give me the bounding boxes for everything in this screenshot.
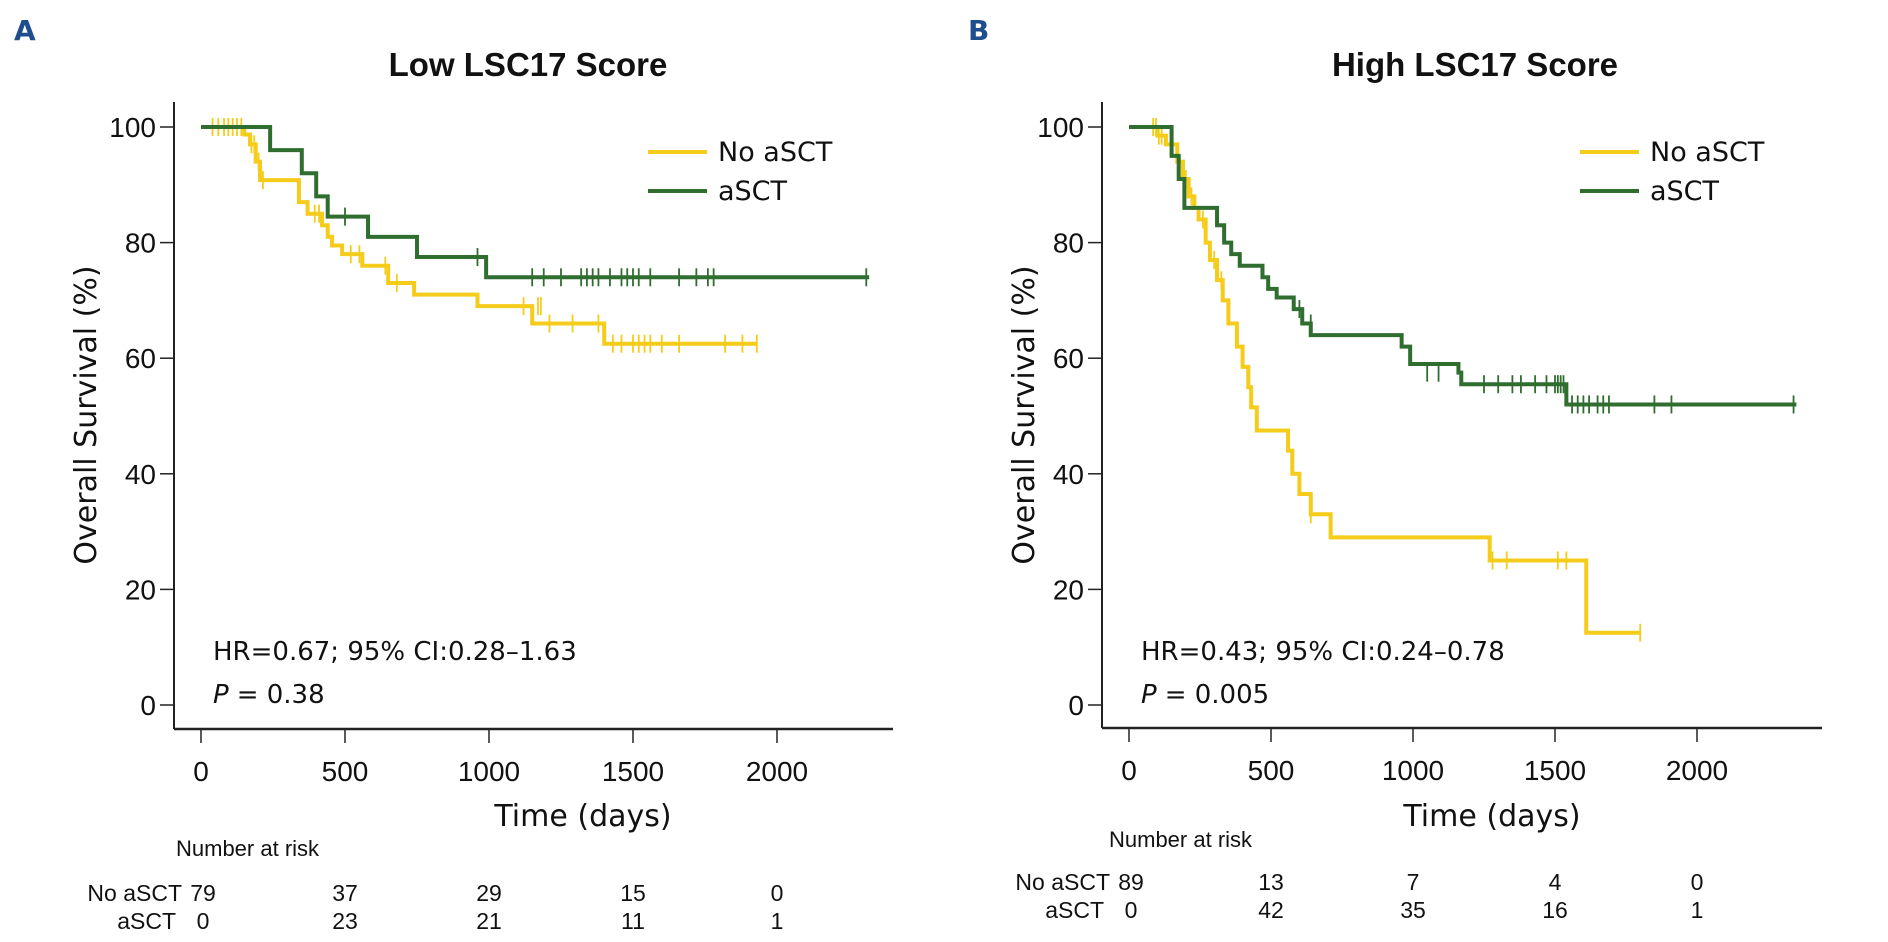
- panel-letter-a: A: [14, 14, 36, 47]
- y-tick-label-b: 100: [1037, 112, 1084, 143]
- p-value-b: P = 0.005: [1141, 680, 1269, 710]
- risk-table-heading-a: Number at risk: [176, 836, 320, 861]
- panel-letter-b: B: [968, 14, 989, 47]
- x-tick-label-a: 0: [193, 756, 209, 787]
- y-tick-label-a: 40: [125, 459, 156, 490]
- x-tick-label-a: 500: [322, 756, 369, 787]
- risk-table-heading-b: Number at risk: [1109, 827, 1253, 852]
- x-tick-label-a: 1000: [458, 756, 520, 787]
- x-axis-title-a: Time (days): [493, 799, 671, 834]
- p-label-b: P: [1141, 680, 1157, 710]
- p-value-a: P = 0.38: [213, 680, 325, 710]
- x-tick-label-b: 0: [1121, 755, 1137, 786]
- p-value-text-b: = 0.005: [1165, 680, 1269, 710]
- risk-row-label-a-asct: aSCT: [117, 908, 176, 934]
- risk-value-a: 23: [332, 908, 358, 934]
- risk-value-b: 16: [1542, 897, 1568, 923]
- risk-value-b: 4: [1549, 869, 1562, 895]
- y-axis-title-b: Overall Survival (%): [1007, 265, 1042, 564]
- x-tick-label-b: 2000: [1666, 755, 1728, 786]
- risk-value-b: 42: [1258, 897, 1284, 923]
- x-tick-label-a: 2000: [746, 756, 808, 787]
- km-curve-a-no-asct: [201, 125, 757, 346]
- legend-label-a-no-asct: No aSCT: [718, 137, 833, 168]
- x-tick-label-b: 500: [1248, 755, 1295, 786]
- y-tick-label-a: 0: [140, 690, 156, 721]
- risk-value-b: 89: [1118, 869, 1144, 895]
- risk-value-b: 35: [1400, 897, 1426, 923]
- chart-title-b: High LSC17 Score: [1332, 46, 1618, 83]
- y-tick-label-a: 60: [125, 343, 156, 374]
- p-value-text-a: = 0.38: [237, 680, 325, 710]
- risk-value-a: 11: [621, 908, 645, 934]
- risk-value-a: 0: [771, 880, 784, 906]
- risk-value-a: 15: [620, 880, 646, 906]
- legend-label-b-asct: aSCT: [1650, 176, 1720, 207]
- y-tick-label-b: 40: [1053, 459, 1084, 490]
- y-axis-title-a: Overall Survival (%): [69, 265, 104, 564]
- x-axis-title-b: Time (days): [1402, 799, 1580, 834]
- legend-label-a-asct: aSCT: [718, 176, 788, 207]
- risk-row-label-b-no-asct: No aSCT: [1015, 869, 1110, 895]
- chart-title-a: Low LSC17 Score: [389, 46, 668, 83]
- y-tick-label-a: 80: [125, 228, 156, 259]
- risk-value-a: 37: [332, 880, 358, 906]
- risk-value-a: 0: [197, 908, 210, 934]
- hr-annotation-a: HR=0.67; 95% CI:0.28–1.63: [213, 637, 577, 667]
- y-tick-label-b: 0: [1068, 690, 1084, 721]
- risk-row-label-b-asct: aSCT: [1045, 897, 1104, 923]
- risk-value-a: 29: [476, 880, 502, 906]
- legend-label-b-no-asct: No aSCT: [1650, 137, 1765, 168]
- risk-value-a: 79: [190, 880, 216, 906]
- risk-value-b: 0: [1691, 869, 1704, 895]
- y-tick-label-b: 60: [1053, 343, 1084, 374]
- risk-value-b: 0: [1125, 897, 1138, 923]
- y-tick-label-b: 20: [1053, 574, 1084, 605]
- risk-value-a: 1: [771, 908, 784, 934]
- hr-annotation-b: HR=0.43; 95% CI:0.24–0.78: [1141, 637, 1505, 667]
- km-curve-a-asct: [201, 125, 870, 280]
- y-tick-label-b: 80: [1053, 228, 1084, 259]
- risk-value-b: 13: [1258, 869, 1284, 895]
- x-tick-label-b: 1500: [1524, 755, 1586, 786]
- km-curve-b-asct: [1129, 125, 1797, 407]
- x-tick-label-a: 1500: [602, 756, 664, 787]
- risk-row-label-a-no-asct: No aSCT: [87, 880, 182, 906]
- risk-value-a: 21: [476, 908, 502, 934]
- risk-value-b: 7: [1407, 869, 1420, 895]
- x-tick-label-b: 1000: [1382, 755, 1444, 786]
- y-tick-label-a: 100: [109, 112, 156, 143]
- risk-value-b: 1: [1691, 897, 1704, 923]
- y-tick-label-a: 20: [125, 574, 156, 605]
- p-label-a: P: [213, 680, 229, 710]
